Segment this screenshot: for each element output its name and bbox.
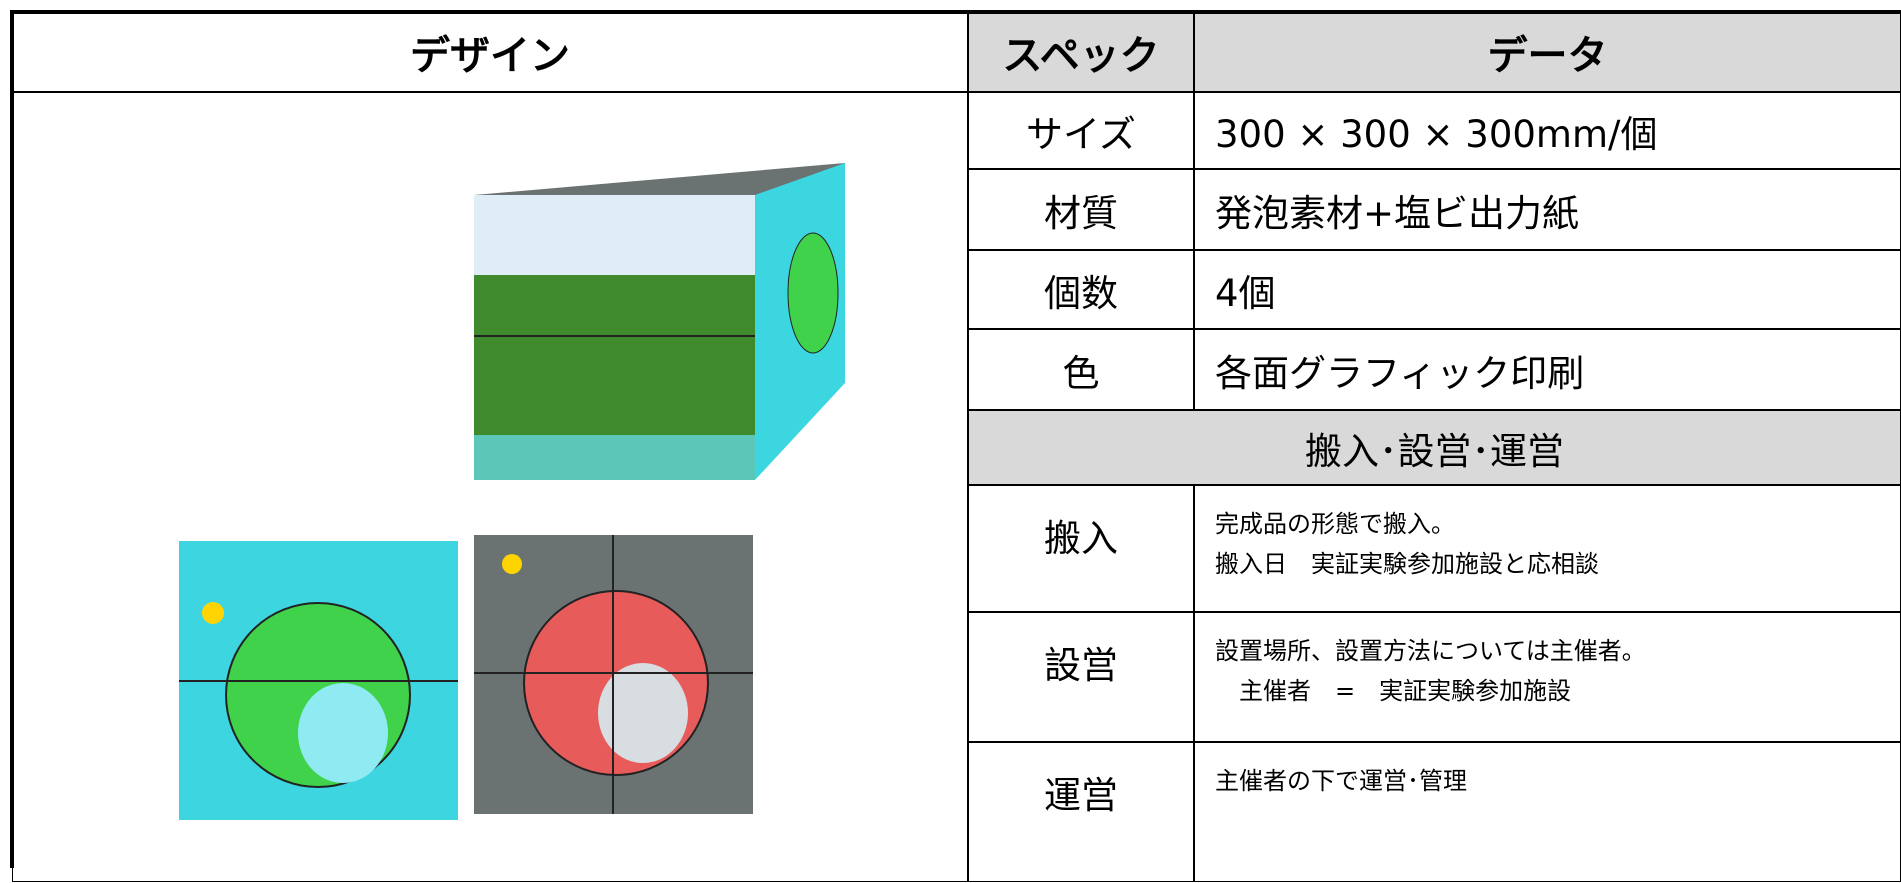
design-cell: [12, 92, 968, 882]
spec-value: 発泡素材+塩ビ出力紙: [1194, 169, 1901, 250]
spec-label: 色: [968, 329, 1194, 410]
note-label: 運営: [968, 742, 1194, 882]
design-image: [179, 163, 845, 820]
note-text: 主催者の下で運営･管理: [1194, 742, 1901, 882]
spec-value: 4個: [1194, 250, 1901, 329]
section-header: 搬入･設営･運営: [968, 410, 1901, 485]
spec-label: 材質: [968, 169, 1194, 250]
note-line: 搬入日 実証実験参加施設と応相談: [1215, 550, 1599, 578]
note-text: 完成品の形態で搬入。搬入日 実証実験参加施設と応相談: [1194, 485, 1901, 612]
note-label: 設営: [968, 612, 1194, 742]
spec-value: 300 × 300 × 300mm/個: [1194, 92, 1901, 169]
note-line: 設置場所、設置方法については主催者。: [1215, 637, 1646, 665]
spec-label: 個数: [968, 250, 1194, 329]
note-line: 完成品の形態で搬入。: [1215, 510, 1455, 538]
spec-value: 各面グラフィック印刷: [1194, 329, 1901, 410]
note-line: 主催者の下で運営･管理: [1215, 767, 1467, 795]
note-text: 設置場所、設置方法については主催者。 主催者 = 実証実験参加施設: [1194, 612, 1901, 742]
header-spec: スペック: [968, 12, 1194, 92]
note-line: 主催者 = 実証実験参加施設: [1215, 677, 1572, 705]
header-design: デザイン: [12, 12, 968, 92]
spec-label: サイズ: [968, 92, 1194, 169]
note-label: 搬入: [968, 485, 1194, 612]
header-data: データ: [1194, 12, 1901, 92]
